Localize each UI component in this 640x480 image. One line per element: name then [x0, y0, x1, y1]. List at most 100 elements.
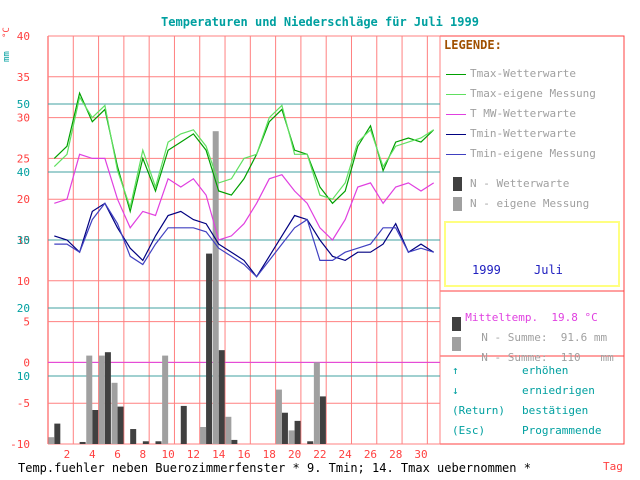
precip-bar [212, 131, 219, 444]
x-tick-label: 4 [89, 448, 96, 461]
n-summe-eigene-label: N - Summe: [481, 351, 548, 364]
legend-line-swatch [446, 94, 466, 95]
precip-bar [288, 430, 295, 444]
precip-bar [206, 253, 213, 444]
mm-tick-label: 50 [17, 98, 30, 111]
legend-item: Tmax-eigene Messung [446, 87, 626, 101]
temp-tick-label: 25 [17, 152, 30, 165]
mm-tick-label: 30 [17, 234, 30, 247]
legend-title: LEGENDE: [444, 38, 502, 52]
x-tick-label: 8 [140, 448, 147, 461]
legend-line-swatch [446, 114, 466, 115]
x-tick-label: 26 [364, 448, 377, 461]
mitteltemp-value: 19.8 °C [551, 311, 598, 324]
series-line [54, 153, 435, 241]
control-key[interactable]: (Return) [452, 404, 505, 417]
month-value[interactable]: Juli [534, 263, 563, 277]
n-summe-eigene-swatch [452, 337, 461, 351]
control-key[interactable]: ↑ [452, 364, 459, 377]
precip-bar [117, 406, 124, 444]
degc-unit-label: °C [2, 27, 12, 38]
legend-item: T MW-Wetterwarte [446, 107, 626, 121]
mitteltemp-label: Mitteltemp. [465, 311, 539, 324]
x-tick-label: 30 [414, 448, 427, 461]
precip-bar [180, 405, 187, 444]
temp-tick-label: -10 [10, 438, 30, 451]
x-tick-label: 10 [162, 448, 175, 461]
x-tick-label: 14 [212, 448, 226, 461]
series-line [53, 91, 435, 214]
precip-bar [54, 423, 61, 444]
temp-tick-label: 0 [23, 356, 30, 369]
precip-bar [281, 412, 288, 444]
footer-note: Temp.fuehler neben Buerozimmerfenster * … [18, 461, 531, 475]
mm-tick-label: 20 [17, 302, 30, 315]
legend-label: T MW-Wetterwarte [470, 107, 576, 120]
x-tick-label: 22 [313, 448, 326, 461]
temp-tick-label: 20 [17, 193, 30, 206]
legend-item: Tmin-eigene Messung [446, 147, 626, 161]
n-summe-eigene-row: N - Summe: 110 mm [468, 338, 614, 364]
precip-bar [294, 420, 301, 444]
x-tick-label: 2 [64, 448, 71, 461]
mitteltemp-row: Mitteltemp. 19.8 °C [452, 298, 598, 324]
precip-bar [307, 441, 314, 444]
period-box[interactable]: 1999 Juli [444, 221, 620, 287]
n-summe-wetterwarte-swatch [452, 317, 461, 331]
legend-bar-swatch [453, 177, 462, 191]
precip-bar [225, 416, 232, 444]
n-summe-wetterwarte-row: N - Summe: 91.6 mm [468, 318, 607, 344]
legend-line-swatch [446, 74, 466, 75]
temp-tick-label: 40 [17, 30, 30, 43]
legend-label: N - Wetterwarte [470, 177, 570, 190]
precip-bar [111, 382, 118, 444]
x-tick-label: 6 [114, 448, 121, 461]
control-action[interactable]: erniedrigen [522, 384, 595, 397]
precip-bar [231, 439, 238, 444]
legend-label: N - eigene Messung [470, 197, 590, 210]
x-tick-label: 28 [389, 448, 402, 461]
precip-bar [162, 355, 169, 444]
legend-item: N - Wetterwarte [446, 177, 626, 191]
control-action[interactable]: erhöhen [522, 364, 569, 377]
precip-bar [313, 362, 320, 444]
precip-bar [275, 389, 282, 444]
temp-tick-label: 5 [23, 316, 30, 329]
precip-bar [218, 350, 225, 444]
temp-tick-label: 15 [17, 234, 30, 247]
x-tick-label: 12 [187, 448, 200, 461]
precip-bar [86, 355, 93, 444]
mm-tick-label: 40 [17, 166, 30, 179]
precip-bar [319, 396, 326, 444]
n-summe-eigene-value: 110 mm [560, 351, 614, 364]
temp-tick-label: -5 [17, 397, 30, 410]
legend-label: Tmin-eigene Messung [470, 147, 596, 160]
precip-bar [130, 429, 137, 444]
legend-item: Tmax-Wetterwarte [446, 67, 626, 81]
control-action[interactable]: Programmende [522, 424, 602, 437]
mm-tick-label: 10 [17, 370, 30, 383]
precip-bar [200, 427, 207, 444]
control-key[interactable]: (Esc) [452, 424, 486, 437]
control-action[interactable]: bestätigen [522, 404, 589, 417]
legend-line-swatch [446, 154, 466, 155]
n-summe-wetterwarte-label: N - Summe: [481, 331, 548, 344]
x-axis-label: Tag [603, 460, 623, 473]
precip-bar [104, 352, 111, 444]
legend-label: Tmin-Wetterwarte [470, 127, 576, 140]
precip-bar [48, 437, 55, 444]
x-tick-label: 16 [237, 448, 250, 461]
year-value[interactable]: 1999 [472, 263, 501, 277]
temp-tick-label: 35 [17, 71, 30, 84]
n-summe-wetterwarte-value: 91.6 mm [560, 331, 608, 344]
control-key[interactable]: ↓ [452, 384, 459, 397]
legend-label: Tmax-Wetterwarte [470, 67, 576, 80]
series-line [53, 95, 435, 210]
legend-label: Tmax-eigene Messung [470, 87, 596, 100]
series-line [54, 202, 435, 278]
legend-line-swatch [446, 134, 466, 135]
precip-bar [79, 441, 86, 444]
precip-bar [92, 410, 99, 444]
x-tick-label: 18 [263, 448, 276, 461]
